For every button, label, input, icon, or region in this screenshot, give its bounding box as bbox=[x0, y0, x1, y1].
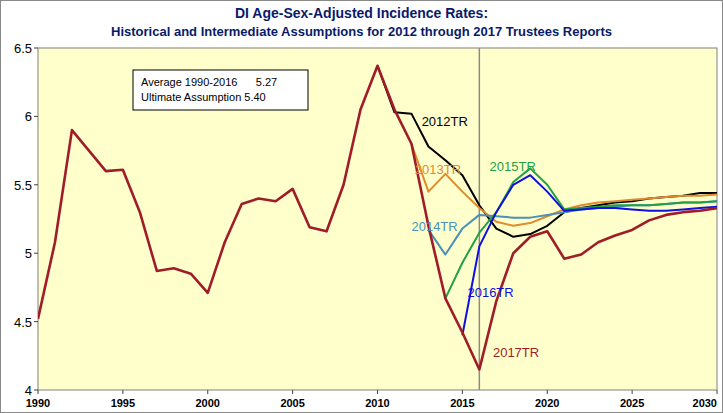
series-label: 2016TR bbox=[467, 285, 513, 300]
plot-area bbox=[38, 48, 717, 390]
annotation-box bbox=[133, 70, 308, 110]
x-tick bbox=[377, 390, 378, 394]
x-tick bbox=[632, 390, 633, 394]
series-line bbox=[462, 175, 717, 335]
x-tick-label: 1990 bbox=[26, 397, 50, 409]
annotation-text: Ultimate Assumption 5.40 bbox=[141, 91, 266, 103]
x-tick bbox=[207, 390, 208, 394]
series-label: 2017TR bbox=[493, 345, 539, 360]
series-label: 2014TR bbox=[411, 219, 457, 234]
y-tick bbox=[34, 321, 38, 322]
series-label: 2015TR bbox=[490, 159, 536, 174]
x-tick-label: 2010 bbox=[365, 397, 389, 409]
y-tick bbox=[34, 253, 38, 254]
x-tick bbox=[122, 390, 123, 394]
y-tick-label: 5.5 bbox=[14, 178, 32, 193]
series-label: 2012TR bbox=[422, 114, 468, 129]
y-tick bbox=[34, 390, 38, 391]
x-tick bbox=[38, 390, 39, 394]
x-tick bbox=[462, 390, 463, 394]
x-tick bbox=[547, 390, 548, 394]
x-tick-label: 1995 bbox=[111, 397, 135, 409]
series-line bbox=[38, 66, 717, 370]
x-tick-label: 2005 bbox=[280, 397, 304, 409]
subtitle: Historical and Intermediate Assumptions … bbox=[111, 24, 612, 39]
chart: DI Age-Sex-Adjusted Incidence Rates: Hist… bbox=[0, 0, 723, 413]
x-tick-label: 2025 bbox=[620, 397, 644, 409]
x-tick bbox=[717, 390, 718, 394]
y-tick bbox=[34, 184, 38, 185]
title: DI Age-Sex-Adjusted Incidence Rates: bbox=[235, 5, 488, 21]
x-tick-label: 2000 bbox=[196, 397, 220, 409]
reference-line bbox=[479, 48, 481, 390]
y-tick-label: 6 bbox=[25, 109, 32, 124]
y-tick-label: 4.5 bbox=[14, 315, 32, 330]
x-tick bbox=[292, 390, 293, 394]
y-tick bbox=[34, 48, 38, 49]
x-tick-label: 2020 bbox=[535, 397, 559, 409]
y-tick-label: 4 bbox=[25, 383, 32, 398]
annotation-text: Average 1990-2016 5.27 bbox=[141, 76, 277, 88]
y-tick-label: 5 bbox=[25, 246, 32, 261]
x-tick-label: 2015 bbox=[450, 397, 474, 409]
plot-marks bbox=[38, 48, 717, 390]
y-tick-label: 6.5 bbox=[14, 41, 32, 56]
background bbox=[1, 1, 723, 413]
series-label: 2013TR bbox=[415, 162, 461, 177]
y-tick bbox=[34, 116, 38, 117]
x-tick-label: 2030 bbox=[693, 397, 717, 409]
